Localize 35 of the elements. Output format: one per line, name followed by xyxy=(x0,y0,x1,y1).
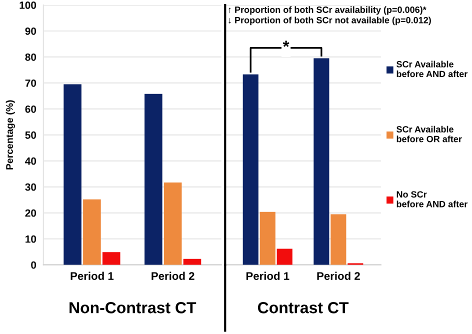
annotation: * xyxy=(282,40,290,47)
bar xyxy=(183,258,202,265)
annotation: ↑ Proportion of both SCr availability (p=0.006)* xyxy=(228,6,426,15)
y-tick-label: 60 xyxy=(25,105,36,113)
x-axis-title: Non-Contrast CT xyxy=(70,302,196,314)
y-tick-label: 20 xyxy=(25,209,36,217)
bar xyxy=(314,58,330,265)
x-tick-label: Period 1 xyxy=(246,272,290,280)
annotation: ↓ Proportion of both SCr not available (p=0.012) xyxy=(228,16,431,26)
bar xyxy=(64,84,82,265)
y-tick-label: 70 xyxy=(25,79,36,87)
x-tick-label: Period 1 xyxy=(70,272,114,280)
y-tick-label: 0 xyxy=(31,261,36,269)
x-axis-title: Contrast CT xyxy=(258,302,349,314)
legend-label: No SCr before AND after xyxy=(396,191,468,208)
bar xyxy=(242,74,258,265)
legend-label: SCr Available before OR after xyxy=(396,126,462,142)
y-tick-label: 100 xyxy=(20,2,36,9)
y-tick-label: 10 xyxy=(26,235,36,243)
y-tick-label: 30 xyxy=(25,183,36,191)
bar xyxy=(260,212,276,265)
y-tick-label: 40 xyxy=(25,157,36,165)
legend-label: SCr Available before AND after xyxy=(396,60,468,78)
bar xyxy=(144,94,162,265)
y-tick-label: 90 xyxy=(25,27,36,35)
bar xyxy=(83,199,101,265)
y-axis-title: Percentage (%) xyxy=(6,100,15,170)
y-tick-label: 80 xyxy=(25,53,36,61)
bar xyxy=(276,248,292,265)
x-tick-label: Period 2 xyxy=(152,272,194,280)
bar xyxy=(330,214,346,265)
x-tick-label: Period 2 xyxy=(317,272,360,280)
bar xyxy=(102,252,120,265)
y-tick-label: 50 xyxy=(25,131,36,139)
bar xyxy=(164,182,182,265)
